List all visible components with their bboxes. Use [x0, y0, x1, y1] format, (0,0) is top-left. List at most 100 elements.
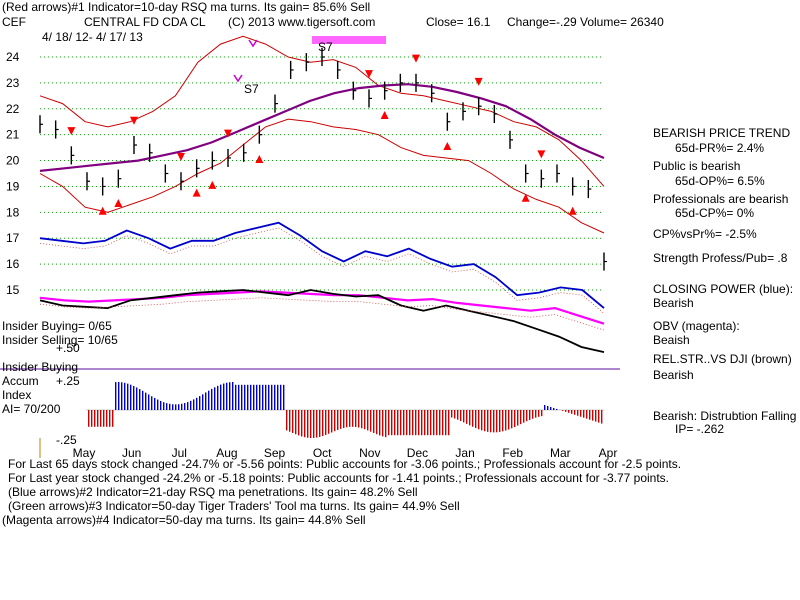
- accum-bar: [505, 410, 507, 431]
- accum-bar: [103, 410, 105, 427]
- accum-bar: [337, 410, 339, 430]
- accum-bar: [412, 410, 414, 436]
- y-tick-label: 22: [6, 102, 20, 116]
- cp-vs-pr: CP%vsPr%= -2.5%: [653, 227, 757, 241]
- accum-bar: [382, 410, 384, 437]
- y-tick-label: 16: [6, 257, 20, 271]
- accum-bar: [178, 404, 180, 410]
- sell-arrow: [130, 116, 138, 125]
- accum-bar: [160, 400, 162, 410]
- accum-bar: [379, 410, 381, 436]
- accum-bar: [562, 410, 564, 411]
- accum-bar: [367, 410, 369, 431]
- accum-bar: [88, 410, 90, 427]
- sell-arrow: [537, 150, 546, 159]
- accum-bar: [556, 408, 558, 410]
- accum-bar: [232, 382, 234, 410]
- x-tick-label: Oct: [313, 446, 332, 460]
- accum-bar: [496, 410, 498, 433]
- accum-bar: [349, 410, 351, 427]
- accum-bar: [433, 410, 435, 436]
- accum-bar: [247, 384, 249, 410]
- sell-arrow: [568, 206, 577, 215]
- accum-index-histogram: [86, 382, 604, 438]
- accum-bar: [304, 410, 306, 438]
- accum-bar: [343, 410, 345, 428]
- accum-bar: [436, 410, 438, 436]
- closing-power-ma: [39, 227, 605, 314]
- copyright-text: (C) 2013 www.tigersoft.com: [228, 15, 375, 29]
- accum-bar: [478, 410, 480, 430]
- accum-bar: [328, 410, 330, 434]
- accum-bar: [202, 394, 204, 410]
- accum-minus25: -.25: [56, 433, 77, 447]
- x-tick-label: Nov: [359, 446, 380, 460]
- accum-bar: [94, 410, 96, 427]
- accum-bar: [196, 397, 198, 410]
- obv-status: Beaish: [653, 333, 690, 347]
- accum-bar: [583, 410, 585, 418]
- accum-bar: [217, 385, 219, 410]
- accum-bar: [334, 410, 336, 432]
- accum-bar: [409, 410, 411, 436]
- price-bars: [39, 47, 607, 271]
- x-tick-label: May: [73, 446, 96, 460]
- ticker-symbol: CEF: [2, 15, 26, 29]
- accum-bar: [427, 410, 429, 436]
- accum-bar: [316, 410, 318, 438]
- x-tick-label: Dec: [407, 446, 428, 460]
- accum-bar: [262, 384, 264, 410]
- insider-selling-count: Insider Selling= 10/65: [2, 333, 118, 347]
- footer-blue-arrows: (Blue arrows)#2 Indicator=21-day RSQ ma …: [8, 485, 418, 499]
- accum-bar: [145, 392, 147, 410]
- accum-bar: [361, 410, 363, 429]
- accum-bar: [457, 410, 459, 420]
- sell-arrow: [412, 54, 420, 63]
- y-tick-label: 21: [6, 128, 20, 142]
- accum-bar: [184, 403, 186, 410]
- accum-bar: [325, 410, 327, 435]
- accum-bar: [385, 410, 387, 438]
- accum-bar: [448, 410, 450, 436]
- accum-bar: [493, 410, 495, 433]
- accum-bar: [157, 399, 159, 410]
- accum-bar: [331, 410, 333, 433]
- magenta-signal-strip: [312, 36, 386, 44]
- accum-bar: [265, 384, 267, 410]
- accum-bar: [421, 410, 423, 436]
- accum-bar: [454, 410, 456, 419]
- accum-bar: [370, 410, 372, 432]
- accum-bar: [445, 410, 447, 436]
- accum-bar: [220, 384, 222, 410]
- y-tick-label: 19: [6, 179, 20, 193]
- accum-bar: [91, 410, 93, 427]
- accum-bar: [541, 410, 543, 417]
- accum-bar: [373, 410, 375, 433]
- y-tick-label: 17: [6, 231, 20, 245]
- accum-bar: [499, 410, 501, 432]
- ai-value: AI= 70/200: [2, 402, 61, 416]
- accum-bar: [352, 410, 354, 427]
- footer-65day: For Last 65 days stock changed -24.7% or…: [8, 457, 681, 471]
- accum-bar: [190, 400, 192, 410]
- signal-arrows: [67, 36, 577, 215]
- accum-bar: [241, 384, 243, 410]
- accum-bar: [589, 410, 591, 420]
- y-tick-label: 24: [6, 50, 20, 64]
- accum-bar: [223, 383, 225, 410]
- obv-label: OBV (magenta):: [653, 319, 740, 333]
- closing-power-label: CLOSING POWER (blue):: [653, 282, 793, 296]
- accum-bar: [322, 410, 324, 437]
- accum-bar: [100, 410, 102, 427]
- accum-bar: [172, 404, 174, 410]
- accum-bar: [484, 410, 486, 432]
- accum-bar: [199, 396, 201, 410]
- accum-bar: [211, 388, 213, 410]
- accum-bar: [292, 410, 294, 433]
- magenta-arrow: [233, 74, 243, 83]
- accum-bar: [397, 410, 399, 436]
- x-tick-label: Sep: [264, 446, 286, 460]
- x-tick-label: Apr: [599, 446, 618, 460]
- accum-bar: [391, 410, 393, 436]
- accum-bar: [307, 410, 309, 438]
